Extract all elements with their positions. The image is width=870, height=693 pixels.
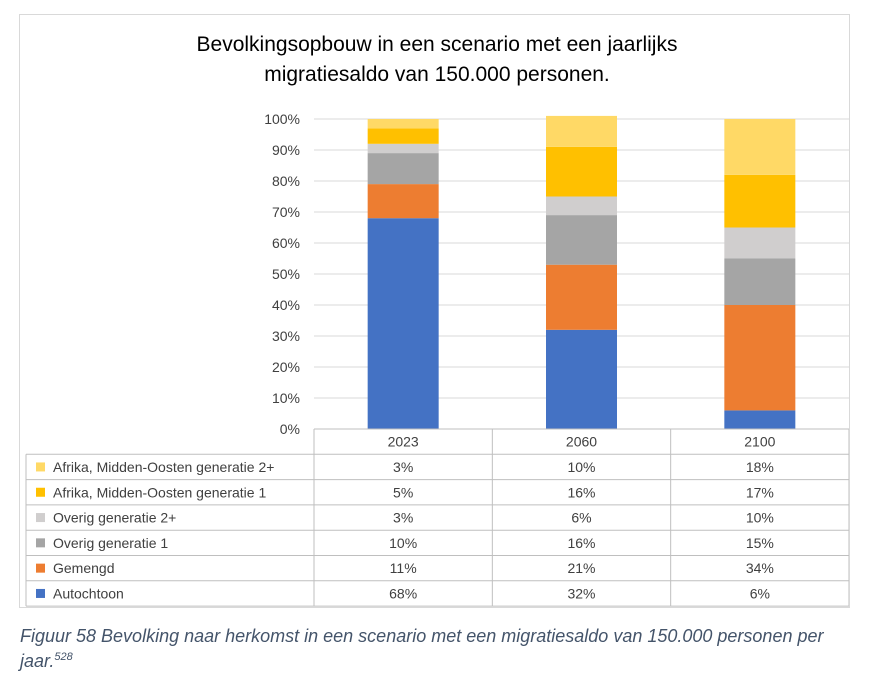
data-label: 16% (567, 484, 595, 500)
data-table: 2023 2060 2100 Afrika, Midden-Oosten genera… (25, 428, 849, 607)
bar-segment (546, 329, 617, 429)
y-tick-label: 100% (264, 111, 300, 127)
chart-title-line2: migratiesaldo van 150.000 personen. (264, 63, 610, 86)
y-tick-label: 0% (280, 421, 300, 437)
legend-swatch (36, 487, 45, 497)
data-label: 6% (571, 510, 591, 526)
bar-segment (546, 196, 617, 216)
bar-segment (546, 146, 617, 197)
bar-segment (724, 410, 796, 429)
y-tick-label: 90% (272, 142, 300, 158)
data-label: 10% (567, 459, 595, 475)
chart-frame: Bevolkingsopbouw in een scenario met een… (19, 14, 850, 608)
data-label: 6% (750, 585, 770, 601)
stacked-bar-chart: Bevolkingsopbouw in een scenario met een… (25, 33, 849, 607)
legend-label: Afrika, Midden-Oosten generatie 1 (53, 484, 266, 500)
y-tick-label: 80% (272, 173, 300, 189)
y-tick-label: 60% (272, 235, 300, 251)
y-tick-label: 30% (272, 328, 300, 344)
bar-segment (367, 119, 439, 129)
legend-swatch (36, 563, 45, 573)
legend-label: Overig generatie 1 (53, 535, 168, 551)
y-tick-label: 10% (272, 390, 300, 406)
data-label: 10% (746, 510, 774, 526)
bar-segment (724, 174, 796, 228)
data-label: 32% (567, 585, 595, 601)
x-category-label: 2100 (744, 434, 775, 450)
bar-segment (367, 153, 439, 185)
legend-label: Autochtoon (53, 585, 124, 601)
data-label: 17% (746, 484, 774, 500)
legend-label: Gemengd (53, 560, 114, 576)
legend-swatch (36, 462, 45, 472)
data-label: 16% (567, 535, 595, 551)
bars (367, 115, 796, 429)
legend-label: Afrika, Midden-Oosten generatie 2+ (53, 459, 274, 475)
data-label: 3% (393, 510, 413, 526)
data-label: 15% (746, 535, 774, 551)
bar-segment (367, 128, 439, 144)
legend-swatch (36, 538, 45, 548)
x-category-label: 2023 (388, 434, 419, 450)
data-label: 34% (746, 560, 774, 576)
x-category-label: 2060 (566, 434, 597, 450)
bar-segment (724, 305, 796, 411)
bar-segment (367, 184, 439, 219)
bar-segment (724, 258, 796, 305)
data-label: 3% (393, 459, 413, 475)
data-label: 11% (390, 560, 417, 576)
data-label: 18% (746, 459, 774, 475)
bar-segment (367, 218, 439, 429)
bar-segment (724, 227, 796, 259)
bar-segment (546, 215, 617, 265)
legend-label: Overig generatie 2+ (53, 510, 176, 526)
figure-caption: Figuur 58 Bevolking naar herkomst in een… (20, 624, 860, 674)
data-label: 21% (567, 560, 595, 576)
bar-segment (546, 264, 617, 330)
y-tick-label: 50% (272, 266, 300, 282)
data-label: 5% (393, 484, 413, 500)
y-axis-ticks: 0% 10% 20% 30% 40% 50% 60% 70% 80% 90% 100% (264, 111, 300, 437)
y-tick-label: 20% (272, 359, 300, 375)
data-label: 10% (389, 535, 417, 551)
data-label: 68% (389, 585, 417, 601)
bar-segment (546, 115, 617, 147)
caption-text: Figuur 58 Bevolking naar herkomst in een… (20, 626, 824, 671)
caption-footnote: 528 (54, 651, 73, 663)
legend-swatch (36, 588, 45, 598)
chart-title-line1: Bevolkingsopbouw in een scenario met een… (197, 33, 678, 56)
y-tick-label: 40% (272, 297, 300, 313)
legend-swatch (36, 513, 45, 523)
y-tick-label: 70% (272, 204, 300, 220)
bar-segment (724, 119, 796, 175)
bar-segment (367, 143, 439, 154)
